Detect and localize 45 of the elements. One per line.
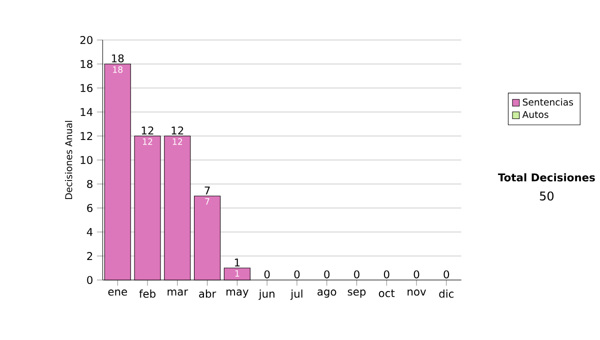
legend-label: Autos [522, 111, 548, 118]
total-label: 0 [384, 270, 390, 278]
text: 50 [540, 191, 554, 201]
x-tick-label: dic [439, 290, 454, 298]
y-tick-label: 16 [80, 84, 92, 92]
y-tick-label: 2 [87, 252, 92, 260]
x-tick-label: mar [168, 290, 188, 296]
total-label: 1 [234, 258, 240, 266]
total-label: 7 [204, 186, 210, 194]
data-label: 1 [235, 270, 240, 277]
x-tick-label: ago [318, 290, 336, 298]
total-label: 12 [172, 126, 184, 134]
y-tick-label: 20 [80, 36, 92, 44]
y-tick-label: 12 [80, 132, 92, 140]
y-tick-label: 14 [80, 108, 93, 116]
y-tick-label: 0 [87, 276, 92, 284]
y-axis-title: Decisiones Anual [64, 120, 72, 199]
total-label: 0 [414, 270, 420, 278]
total-label: 0 [444, 270, 450, 278]
x-tick-label: abr [199, 290, 216, 298]
x-tick-label: feb [139, 290, 156, 298]
x-tick-label: jul [290, 290, 302, 300]
data-label: 7 [205, 198, 210, 205]
y-tick-label: 8 [87, 180, 92, 188]
y-tick-label: 18 [80, 60, 92, 68]
x-tick-label: oct [378, 290, 395, 298]
y-tick-label: 6 [87, 204, 92, 212]
text: Total Decisiones [498, 173, 595, 182]
total-label: 12 [142, 126, 154, 134]
total-label: 18 [112, 54, 124, 62]
legend-label: Sentencias [522, 98, 574, 106]
x-tick-label: nov [408, 290, 426, 296]
total-label: 0 [354, 270, 360, 278]
total-label: 0 [264, 270, 270, 278]
x-tick-label: ene [108, 290, 127, 296]
x-tick-label: sep [348, 290, 366, 298]
total-label: 0 [324, 270, 330, 278]
total-label: 0 [294, 270, 300, 278]
y-tick-label: 4 [86, 228, 93, 236]
y-tick-label: 10 [80, 156, 92, 164]
data-label: 18 [113, 66, 123, 73]
x-tick-label: jun [258, 290, 274, 300]
data-label: 12 [142, 138, 152, 145]
x-tick-label: may [226, 290, 248, 298]
data-label: 12 [172, 138, 182, 145]
